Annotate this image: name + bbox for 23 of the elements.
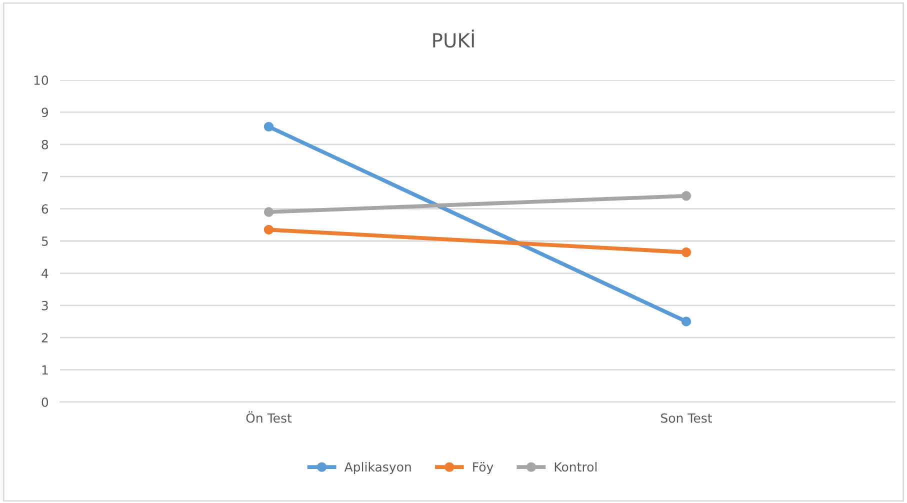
x-tick-label: Ön Test bbox=[246, 411, 292, 423]
point bbox=[264, 122, 274, 132]
point bbox=[264, 207, 274, 217]
y-tick-label: 2 bbox=[42, 333, 48, 342]
point bbox=[681, 191, 692, 201]
y-tick-label: 7 bbox=[42, 172, 48, 182]
y-tick-label: 1 bbox=[42, 365, 48, 375]
y-tick-label: 4 bbox=[42, 268, 48, 278]
legend-label: Kontrol bbox=[554, 462, 597, 472]
y-tick-label: 5 bbox=[42, 236, 48, 246]
y-tick-label: 3 bbox=[42, 300, 48, 310]
point bbox=[681, 316, 692, 326]
point bbox=[264, 224, 274, 235]
point bbox=[681, 247, 692, 258]
y-tick-label: 9 bbox=[42, 108, 48, 118]
legend-label: Föy bbox=[473, 462, 494, 474]
y-tick-label: 6 bbox=[42, 204, 48, 214]
chart-title: PUKİ bbox=[433, 30, 474, 48]
y-tick-label: 8 bbox=[42, 140, 48, 150]
legend-label: Aplikasyon bbox=[344, 462, 411, 474]
y-tick-label: 0 bbox=[42, 397, 48, 407]
y-tick-label: 10 bbox=[34, 75, 48, 85]
x-tick-label: Son Test bbox=[661, 413, 712, 423]
